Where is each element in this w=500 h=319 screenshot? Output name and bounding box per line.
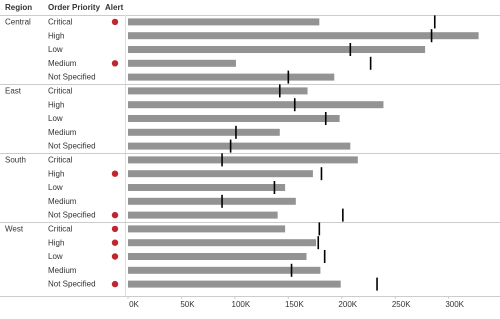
- priority-label: High: [48, 169, 64, 178]
- priority-label: Not Specified: [48, 142, 96, 151]
- priority-label: High: [48, 238, 64, 247]
- column-header: Order Priority: [48, 3, 101, 12]
- x-tick-label: 200K: [338, 300, 357, 309]
- bar: [128, 18, 320, 26]
- alert-dot: [111, 280, 119, 288]
- priority-label: Not Specified: [48, 73, 96, 82]
- x-tick-label: 250K: [392, 300, 411, 309]
- priority-label: Low: [48, 183, 63, 192]
- column-header: Alert: [105, 3, 124, 12]
- priority-label: Medium: [48, 266, 77, 275]
- bar: [128, 253, 307, 260]
- priority-label: Not Specified: [48, 211, 96, 220]
- bar: [128, 73, 335, 81]
- priority-label: Not Specified: [48, 280, 96, 289]
- bar: [128, 115, 340, 122]
- bar: [128, 225, 286, 233]
- priority-label: High: [48, 100, 64, 109]
- priority-label: High: [48, 31, 64, 40]
- alert-dot: [111, 239, 119, 246]
- bar: [128, 32, 479, 40]
- bar: [128, 101, 384, 109]
- x-tick-label: 150K: [285, 300, 304, 309]
- alert-dot: [111, 18, 119, 26]
- priority-label: Critical: [48, 18, 73, 27]
- x-tick-label: 50K: [180, 300, 195, 309]
- priority-label: Medium: [48, 128, 77, 137]
- bar: [128, 142, 351, 150]
- bar: [128, 128, 280, 136]
- bar: [128, 87, 308, 95]
- priority-label: Critical: [48, 225, 73, 234]
- priority-label: Low: [48, 45, 63, 54]
- bar: [128, 211, 278, 219]
- bar: [128, 170, 313, 178]
- alert-dot: [111, 60, 119, 67]
- priority-label: Medium: [48, 197, 77, 206]
- bar: [128, 156, 358, 164]
- priority-label: Low: [48, 114, 63, 123]
- alert-dot: [111, 170, 119, 177]
- priority-label: Critical: [48, 87, 73, 96]
- bar: [128, 266, 321, 274]
- bar: [128, 46, 426, 53]
- priority-label: Low: [48, 252, 63, 261]
- region-label: West: [5, 225, 24, 234]
- alert-dot: [111, 211, 119, 219]
- bar: [128, 59, 236, 67]
- x-tick-label: 300K: [445, 300, 464, 309]
- x-tick-label: 100K: [232, 300, 251, 309]
- column-header: Region: [5, 3, 32, 12]
- bar: [128, 280, 341, 288]
- bar: [128, 197, 296, 205]
- bar: [128, 184, 286, 191]
- alert-dot: [111, 253, 119, 260]
- priority-label: Medium: [48, 59, 77, 68]
- region-label: East: [5, 87, 22, 96]
- alert-dot: [111, 225, 119, 233]
- bar: [128, 239, 317, 247]
- region-label: South: [5, 156, 26, 165]
- x-tick-label: 0K: [129, 300, 139, 309]
- region-label: Central: [5, 18, 31, 27]
- priority-label: Critical: [48, 156, 73, 165]
